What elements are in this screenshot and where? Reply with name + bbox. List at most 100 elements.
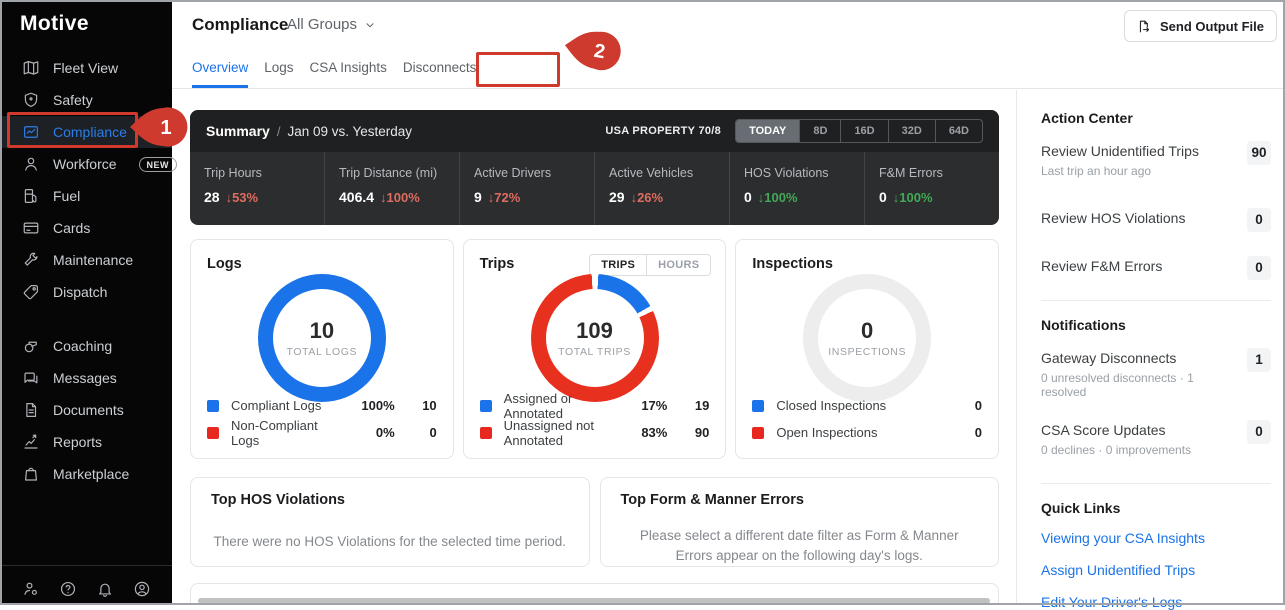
link-edit-drivers-logs[interactable]: Edit Your Driver's Logs <box>1041 594 1183 610</box>
toggle-trips[interactable]: TRIPS <box>601 259 636 271</box>
credit-card-icon <box>23 222 39 234</box>
sidebar-nav: Fleet View Safety Compliance Workforce N… <box>0 52 178 490</box>
date-range-selector: TODAY 8D 16D 32D 64D <box>735 119 983 143</box>
legend-open-inspections[interactable]: Open Inspections 0 <box>752 419 982 446</box>
blue-swatch <box>479 399 492 412</box>
account-icon[interactable] <box>133 580 151 598</box>
sidebar-item-documents[interactable]: Documents <box>0 394 172 426</box>
notifications-heading: Notifications <box>1041 317 1126 333</box>
chat-icon <box>24 372 38 384</box>
sidebar-item-fuel[interactable]: Fuel <box>0 180 172 212</box>
empty-cards-row: Top HOS Violations There were no HOS Vio… <box>190 477 999 567</box>
group-filter-dropdown[interactable]: All Groups <box>287 16 376 33</box>
count-badge: 1 <box>1247 348 1271 372</box>
tab-logs[interactable]: Logs <box>264 60 294 75</box>
action-review-unidentified-trips[interactable]: Review Unidentified Trips Last trip an h… <box>1041 130 1271 188</box>
person-icon <box>25 157 37 171</box>
logs-total-label: TOTAL LOGS <box>286 346 358 358</box>
inspections-card-title: Inspections <box>752 256 833 272</box>
trips-total-label: TOTAL TRIPS <box>558 346 631 358</box>
top-fm-empty-message: Please select a different date filter as… <box>639 528 959 563</box>
range-button-8d[interactable]: 8D <box>799 120 840 142</box>
sidebar-item-messages[interactable]: Messages <box>0 362 172 394</box>
logs-total: 10 <box>309 318 335 343</box>
page-title: Compliance <box>192 15 289 34</box>
count-badge: 0 <box>1247 256 1271 280</box>
sidebar-item-workforce[interactable]: Workforce NEW <box>0 148 178 180</box>
legend-closed-inspections[interactable]: Closed Inspections 0 <box>752 392 982 419</box>
donut-cards-row: Logs 10 TOTAL LOGS Compliant Logs 100% 1… <box>190 239 1000 459</box>
sidebar-item-fleet-view[interactable]: Fleet View <box>0 52 172 84</box>
notification-csa-score-updates[interactable]: CSA Score Updates 0 declines · 0 improve… <box>1041 409 1271 467</box>
sidebar-item-label: Marketplace <box>53 466 130 482</box>
sidebar-item-label: Reports <box>53 434 103 450</box>
metric-active-drivers: Active Drivers 9 ↓72% <box>459 152 594 225</box>
link-assign-unidentified-trips[interactable]: Assign Unidentified Trips <box>1041 562 1196 578</box>
sidebar-item-cards[interactable]: Cards <box>0 212 172 244</box>
toggle-hours[interactable]: HOURS <box>646 255 710 275</box>
whistle-icon <box>24 341 37 353</box>
action-center-heading: Action Center <box>1041 110 1133 126</box>
sidebar-item-reports[interactable]: Reports <box>0 426 172 458</box>
sidebar-item-maintenance[interactable]: Maintenance <box>0 244 172 276</box>
blue-swatch <box>207 399 219 412</box>
wrench-icon <box>24 252 38 266</box>
legend-compliant-logs[interactable]: Compliant Logs 100% 10 <box>207 392 437 419</box>
compliance-icon <box>24 126 38 138</box>
inspections-donut-chart: 0 INSPECTIONS <box>803 274 932 402</box>
shopping-bag-icon <box>25 467 37 481</box>
fuel-pump-icon <box>24 189 37 203</box>
metric-trip-hours: Trip Hours 28 ↓53% <box>204 166 262 205</box>
sidebar-item-coaching[interactable]: Coaching <box>0 330 172 362</box>
sidebar-item-safety[interactable]: Safety <box>0 84 172 116</box>
send-output-file-button[interactable]: Send Output File <box>1124 10 1277 42</box>
inspections-total: 0 <box>861 318 874 343</box>
report-chart-icon <box>24 434 38 449</box>
range-button-32d[interactable]: 32D <box>887 120 935 142</box>
sidebar-item-label: Messages <box>53 370 117 386</box>
send-output-file-label: Send Output File <box>1160 18 1264 34</box>
motive-logo: Motive <box>20 12 89 35</box>
range-button-today[interactable]: TODAY <box>736 120 800 142</box>
bell-icon[interactable] <box>96 580 114 598</box>
count-badge: 0 <box>1247 208 1271 232</box>
metric-trip-distance: Trip Distance (mi) 406.4 ↓100% <box>324 152 459 225</box>
divider <box>1041 300 1271 301</box>
main-content: Summary / Jan 09 vs. Yesterday USA PROPE… <box>172 90 1016 605</box>
sidebar-item-compliance[interactable]: Compliance <box>0 116 172 148</box>
sidebar-item-marketplace[interactable]: Marketplace <box>0 458 172 490</box>
help-icon[interactable] <box>59 580 77 598</box>
action-review-hos-violations[interactable]: Review HOS Violations 0 <box>1041 188 1271 236</box>
logs-donut-chart: 10 TOTAL LOGS <box>257 274 386 402</box>
logs-card: Logs 10 TOTAL LOGS Compliant Logs 100% 1… <box>190 239 454 459</box>
legend-non-compliant-logs[interactable]: Non-Compliant Logs 0% 0 <box>207 418 437 448</box>
inspections-legend: Closed Inspections 0 Open Inspections 0 <box>752 392 982 446</box>
right-panel: Action Center Review Unidentified Trips … <box>1016 90 1285 610</box>
notification-gateway-disconnects[interactable]: Gateway Disconnects 0 unresolved disconn… <box>1041 337 1271 409</box>
tab-csa-insights[interactable]: CSA Insights <box>309 60 387 75</box>
logs-card-title: Logs <box>207 256 242 272</box>
count-badge: 90 <box>1247 141 1271 165</box>
trips-card-title: Trips <box>479 256 515 272</box>
logs-legend: Compliant Logs 100% 10 Non-Compliant Log… <box>207 392 437 448</box>
sidebar-item-label: Workforce <box>53 156 117 172</box>
top-hos-empty-message: There were no HOS Violations for the sel… <box>213 534 566 549</box>
link-viewing-csa-insights[interactable]: Viewing your CSA Insights <box>1041 530 1205 546</box>
summary-controls: USA PROPERTY 70/8 TODAY 8D 16D 32D 64D <box>605 119 983 143</box>
horizontal-scrollbar[interactable] <box>198 598 990 604</box>
admin-icon[interactable] <box>22 580 40 598</box>
range-button-16d[interactable]: 16D <box>840 120 887 142</box>
tab-overview[interactable]: Overview <box>192 50 249 88</box>
legend-unassigned-not-annotated[interactable]: Unassigned not Annotated 83% 90 <box>479 418 709 448</box>
action-review-fm-errors[interactable]: Review F&M Errors 0 <box>1041 236 1271 284</box>
legend-assigned-annotated[interactable]: Assigned or Annotated 17% 19 <box>479 391 709 421</box>
sidebar-item-label: Maintenance <box>53 252 134 268</box>
summary-header: Summary / Jan 09 vs. Yesterday USA PROPE… <box>190 110 999 152</box>
trips-legend: Assigned or Annotated 17% 19 Unassigned … <box>479 391 709 448</box>
range-button-64d[interactable]: 64D <box>934 120 982 142</box>
top-hos-title: Top HOS Violations <box>211 492 345 508</box>
red-swatch <box>207 426 219 439</box>
sidebar-item-dispatch[interactable]: Dispatch <box>0 276 172 308</box>
trips-total: 109 <box>576 318 613 343</box>
tab-disconnects[interactable]: Disconnects <box>402 60 477 75</box>
